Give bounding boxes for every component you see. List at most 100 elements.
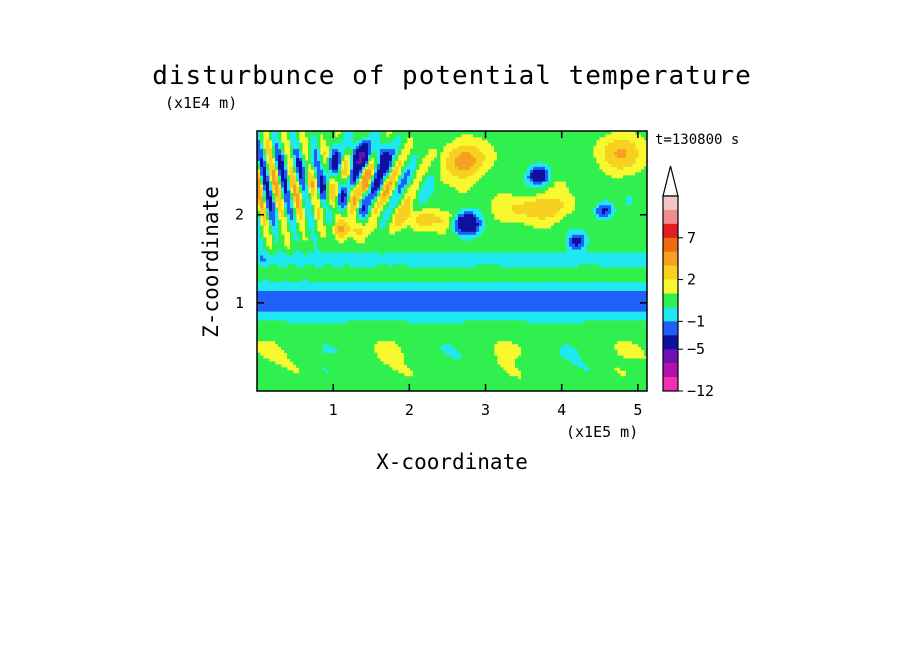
contour-cell [395,299,399,303]
contour-cell [374,323,378,327]
contour-cell [404,314,408,318]
contour-cell [446,367,450,371]
contour-cell [347,361,351,365]
contour-cell [521,358,525,362]
contour-cell [317,355,321,359]
contour-cell [425,290,429,294]
contour-cell [296,352,300,356]
contour-cell [299,364,303,368]
contour-cell [590,302,594,306]
contour-cell [608,299,612,303]
contour-cell [287,343,291,348]
contour-cell [608,284,612,288]
contour-cell [470,305,474,309]
contour-cell [431,346,435,351]
contour-cell [416,388,420,392]
contour-cell [608,373,612,377]
contour-cell [575,382,579,386]
contour-cell [329,331,333,336]
contour-cell [281,367,285,371]
contour-cell [308,331,312,336]
contour-cell [389,290,393,294]
contour-cell [431,331,435,336]
contour-cell [464,385,468,389]
contour-cell [611,352,615,356]
contour-cell [482,331,486,336]
contour-cell [431,311,435,315]
contour-cell [596,373,600,377]
contour-cell [353,382,357,386]
contour-cell [371,314,375,318]
contour-cell [443,331,447,336]
contour-cell [485,308,489,312]
contour-cell [641,382,645,386]
contour-cell [341,287,345,291]
contour-cell [542,323,546,327]
contour-cell [401,346,405,351]
contour-cell [398,373,402,377]
contour-cell [287,382,291,386]
contour-cell [506,331,510,336]
contour-cell [509,275,513,280]
contour-cell [479,352,483,356]
contour-cell [509,388,513,392]
contour-cell [554,305,558,309]
contour-cell [590,323,594,327]
contour-cell [269,379,273,383]
contour-cell [464,340,468,345]
contour-cell [263,302,267,306]
contour-cell [449,299,453,303]
contour-cell [341,352,345,356]
contour-cell [470,308,474,312]
contour-cell [311,343,315,348]
contour-cell [626,311,630,315]
contour-cell [323,352,327,356]
contour-cell [308,323,312,327]
contour-cell [533,302,537,306]
contour-cell [341,328,345,333]
contour-cell [455,364,459,368]
contour-cell [392,278,396,283]
contour-cell [536,346,540,351]
contour-cell [422,370,426,374]
contour-cell [629,305,633,309]
contour-cell [497,272,501,277]
contour-cell [554,388,558,392]
contour-cell [485,370,489,374]
contour-cell [530,293,534,297]
contour-cell [593,328,597,333]
contour-cell [536,355,540,359]
contour-cell [473,314,477,318]
contour-cell [527,290,531,294]
contour-cell [431,320,435,324]
contour-cell [593,346,597,351]
contour-cell [554,340,558,345]
contour-cell [353,299,357,303]
contour-cell [392,290,396,294]
contour-cell [479,281,483,286]
contour-cell [386,302,390,306]
contour-cell [335,355,339,359]
contour-cell [320,334,324,339]
contour-cell [389,281,393,286]
contour-cell [431,334,435,339]
contour-cell [431,323,435,327]
contour-cell [344,337,348,342]
contour-cell [257,284,261,288]
contour-cell [296,361,300,365]
contour-cell [569,388,573,392]
contour-cell [485,314,489,318]
contour-cell [458,358,462,362]
contour-cell [446,385,450,389]
contour-cell [374,326,378,330]
contour-cell [527,314,531,318]
contour-cell [581,370,585,374]
contour-cell [449,343,453,348]
contour-cell [422,272,426,277]
contour-cell [632,331,636,336]
contour-cell [440,302,444,306]
contour-cell [590,320,594,324]
contour-cell [434,361,438,365]
contour-cell [395,320,399,324]
contour-cell [641,284,645,288]
